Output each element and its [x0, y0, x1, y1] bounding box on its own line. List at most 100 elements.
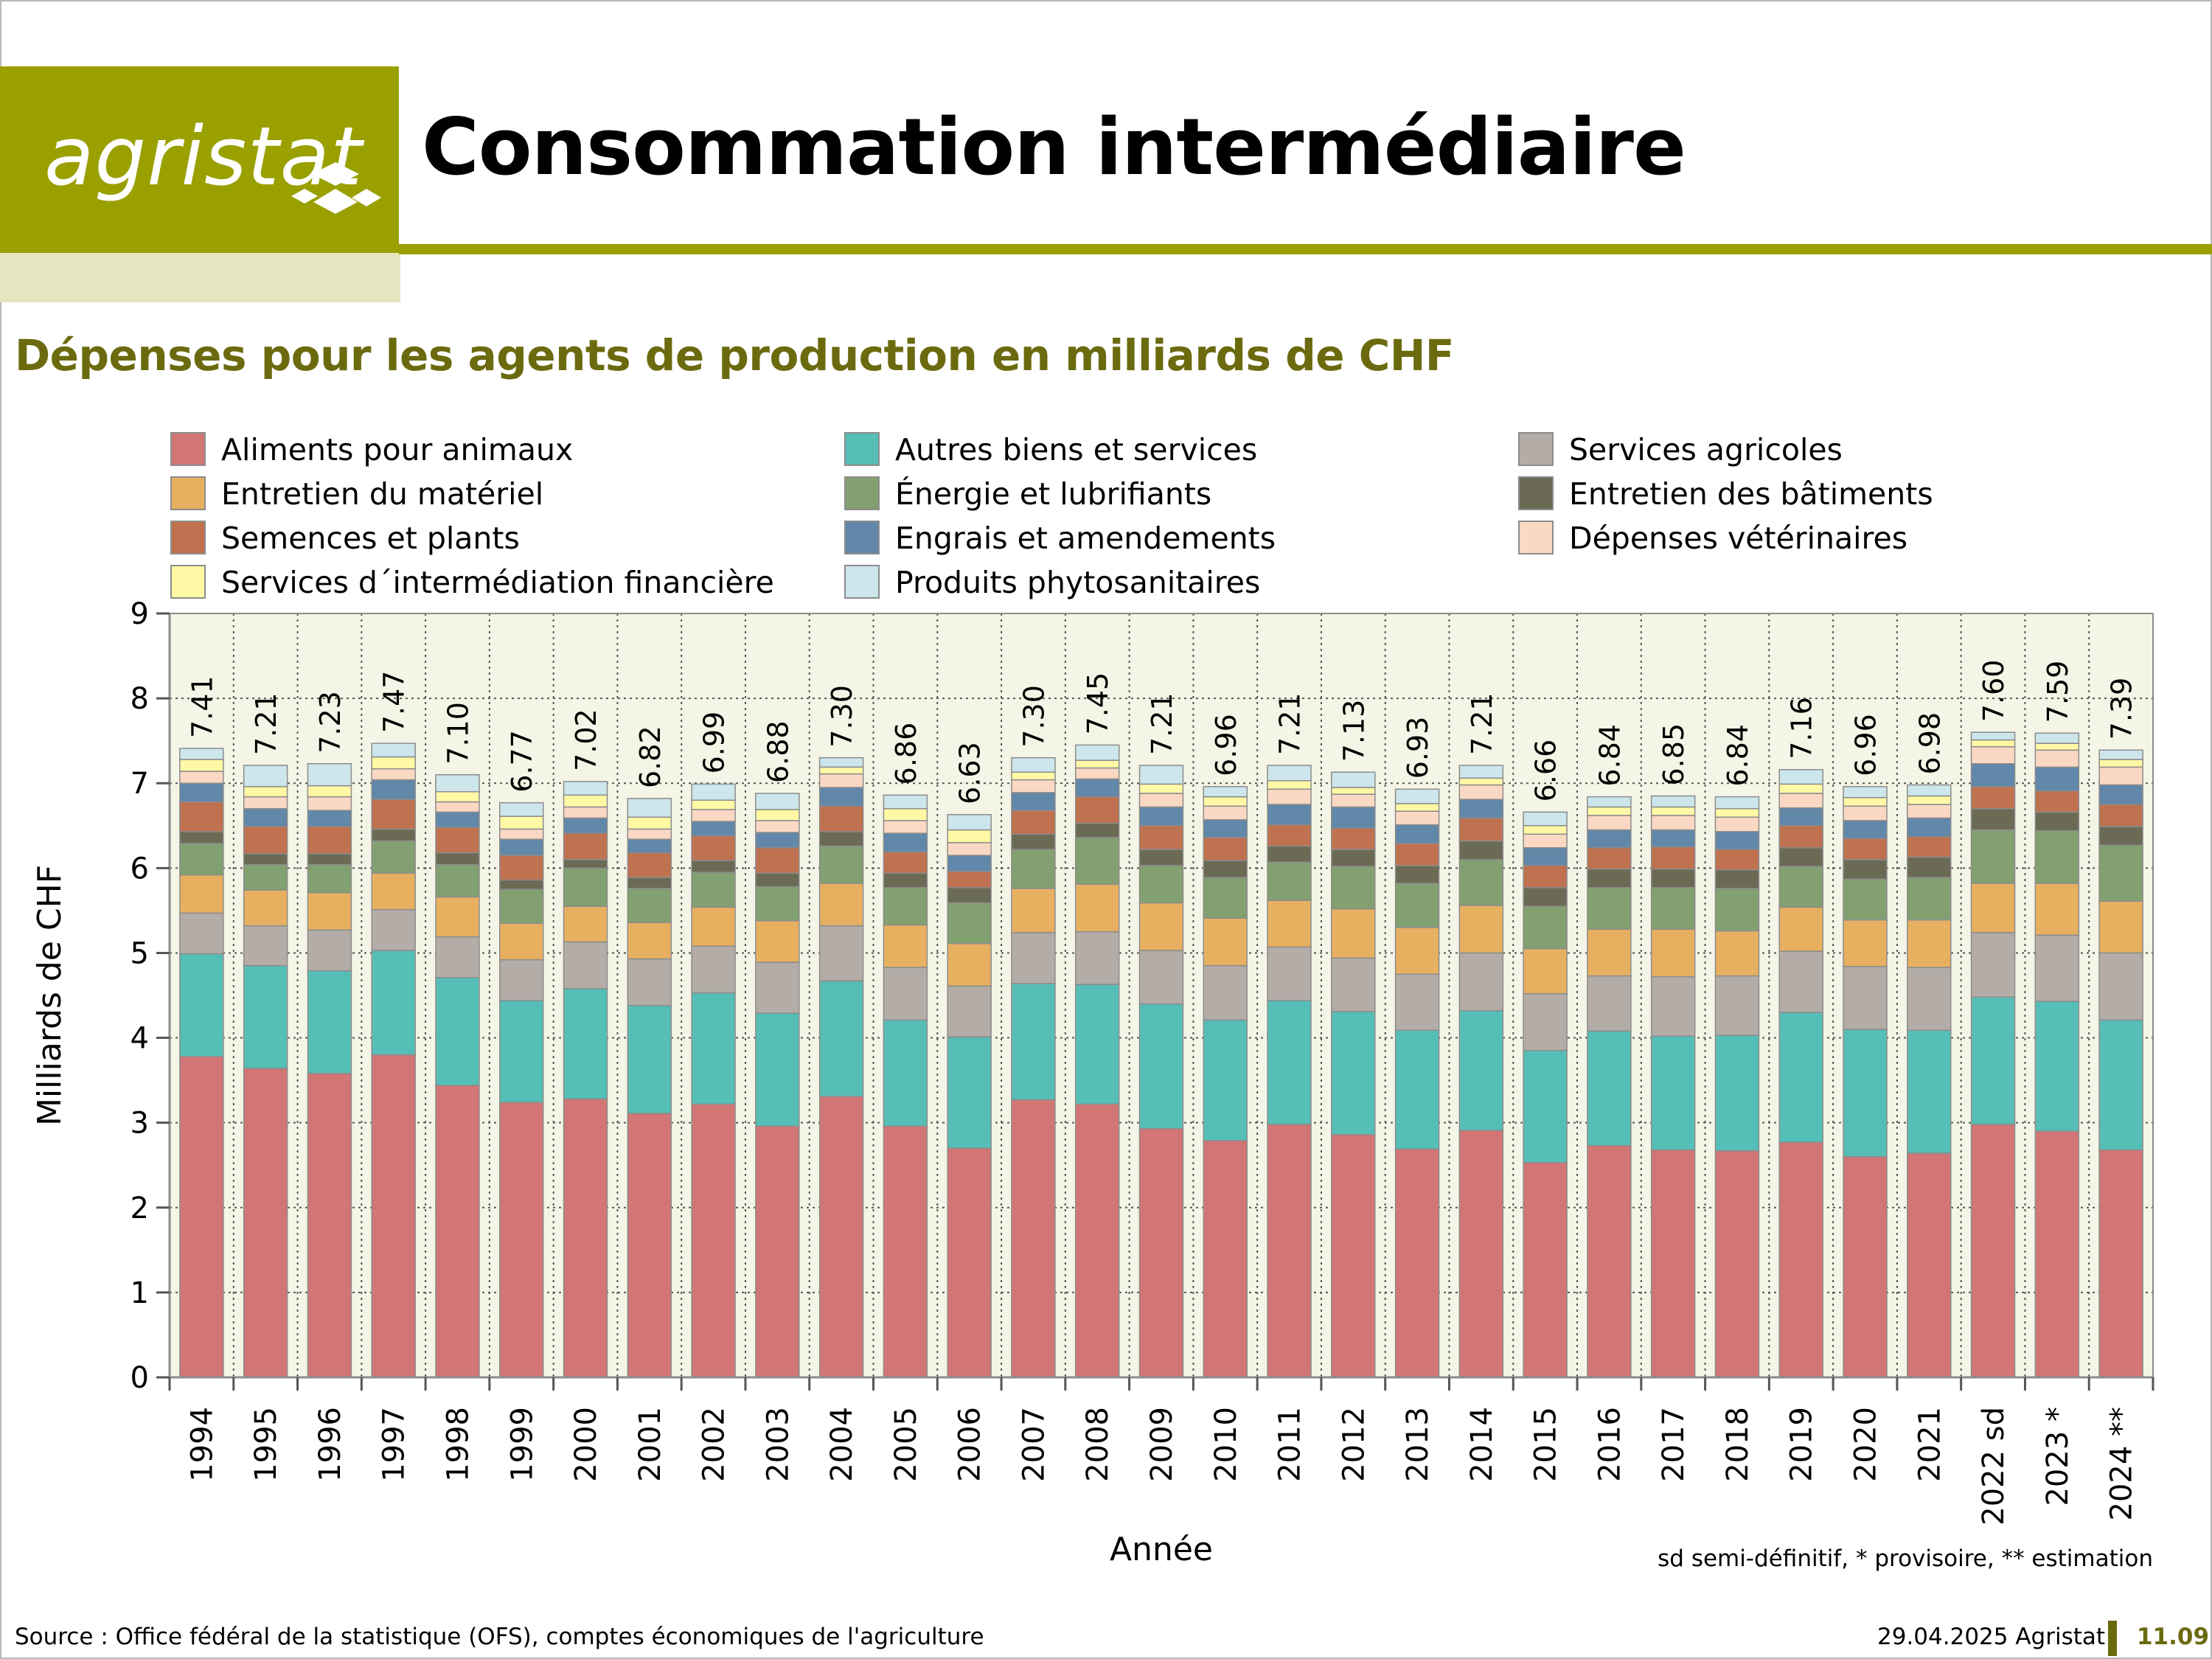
bar-segment	[435, 977, 480, 1086]
x-tick-label: 2001	[633, 1407, 667, 1482]
bar-segment	[1970, 762, 2016, 787]
total-label: 7.39	[2106, 678, 2138, 740]
bar-segment	[2034, 934, 2080, 1002]
bar-segment	[435, 896, 480, 938]
bar-segment	[499, 888, 544, 924]
x-tick-label: 2013	[1401, 1407, 1435, 1482]
bar-segment	[627, 838, 672, 854]
bar-segment	[947, 871, 992, 888]
x-tick-label: 2004	[825, 1407, 859, 1482]
bar-segment	[1074, 984, 1120, 1105]
bar-segment	[243, 796, 288, 810]
bar-segment	[755, 886, 800, 922]
bar-segment	[243, 889, 288, 927]
bar-segment	[1714, 1150, 1760, 1378]
total-label: 6.86	[890, 723, 922, 785]
legend-label: Aliments pour animaux	[221, 432, 573, 467]
bar-segment	[627, 798, 672, 818]
y-tick-label: 6	[131, 852, 149, 886]
bar-segment	[627, 1113, 672, 1378]
bar-segment	[243, 826, 288, 855]
bar-segment	[1650, 928, 1696, 978]
bar-segment	[243, 925, 288, 967]
bar-segment	[1907, 795, 1952, 805]
legend-label: Énergie et lubrifiants	[895, 476, 1211, 512]
bar-segment	[435, 827, 480, 854]
bar-segment	[371, 872, 416, 911]
bar-segment	[1138, 849, 1184, 866]
bar-segment	[947, 902, 992, 945]
bar-segment	[179, 953, 224, 1057]
y-tick-label: 9	[131, 597, 149, 631]
bar-segment	[1714, 831, 1760, 850]
bar-segment	[1011, 888, 1056, 933]
legend-swatch	[170, 521, 206, 554]
bar-segment	[371, 742, 416, 758]
bar-segment	[691, 906, 736, 947]
x-tick-label: 2022 sd	[1977, 1407, 2011, 1526]
bar-segment	[1011, 983, 1056, 1101]
total-label: 7.30	[1018, 685, 1050, 748]
bar-segment	[1074, 744, 1120, 761]
bar-segment	[1138, 765, 1184, 785]
bar-segment	[818, 925, 864, 982]
bar-segment	[563, 817, 608, 834]
bar-segment	[1778, 1141, 1823, 1378]
total-label: 7.23	[314, 691, 347, 754]
bar-segment	[1138, 950, 1184, 1005]
x-tick-label: 2021	[1913, 1407, 1947, 1482]
bar-segment	[818, 831, 864, 847]
bar-segment	[435, 801, 480, 813]
total-label: 6.77	[506, 730, 538, 793]
bar-segment	[818, 980, 864, 1097]
bar-segment	[883, 872, 928, 888]
bar-segment	[1843, 797, 1888, 807]
bar-segment	[1970, 883, 2016, 933]
bar-segment	[1203, 917, 1248, 967]
bar-segment	[1394, 803, 1440, 812]
bar-segment	[627, 1005, 672, 1114]
bar-segment	[1458, 1009, 1504, 1131]
bar-segment	[499, 959, 544, 1001]
bar-segment	[1331, 806, 1376, 829]
bar-segment	[1714, 816, 1760, 832]
x-tick-label: 2018	[1721, 1407, 1755, 1482]
bar-segment	[435, 790, 480, 803]
bar-segment	[1394, 865, 1440, 884]
bar-segment	[2034, 1001, 2080, 1132]
bar-segment	[1011, 849, 1056, 889]
date-text: 29.04.2025 Agristat	[1877, 1624, 2106, 1650]
legend-swatch	[844, 432, 880, 466]
bar-segment	[1778, 1012, 1823, 1143]
bar-segment	[2034, 742, 2080, 751]
bar-segment	[1650, 1035, 1696, 1151]
y-tick-label: 3	[131, 1107, 149, 1141]
bar-segment	[818, 805, 864, 832]
bar-segment	[563, 781, 608, 796]
bar-segment	[1394, 927, 1440, 975]
bar-segment	[499, 1102, 544, 1378]
legend-label: Entretien des bâtiments	[1569, 476, 1933, 512]
bar-segment	[1778, 793, 1823, 809]
total-label: 6.82	[634, 726, 667, 788]
total-label: 6.93	[1402, 717, 1434, 779]
bar-segment	[818, 773, 864, 788]
bar-segment	[243, 786, 288, 798]
bar-segment	[1970, 1124, 2016, 1378]
bar-segment	[1907, 835, 1952, 858]
bar-segment	[1843, 966, 1888, 1030]
bar-segment	[1650, 829, 1696, 848]
bar-segment	[947, 814, 992, 831]
page-number: 11.09	[2137, 1624, 2210, 1650]
bar-segment	[243, 1068, 288, 1378]
bar-segment	[1523, 947, 1568, 995]
total-label: 6.98	[1913, 712, 1946, 775]
bar-segment	[1587, 829, 1632, 849]
bar-segment	[1650, 1149, 1696, 1378]
bar-segment	[1138, 783, 1184, 794]
legend-swatch	[170, 432, 206, 466]
bar-segment	[1907, 817, 1952, 838]
bar-segment	[947, 943, 992, 987]
bar-segment	[1907, 877, 1952, 921]
bar-segment	[1970, 786, 2016, 810]
